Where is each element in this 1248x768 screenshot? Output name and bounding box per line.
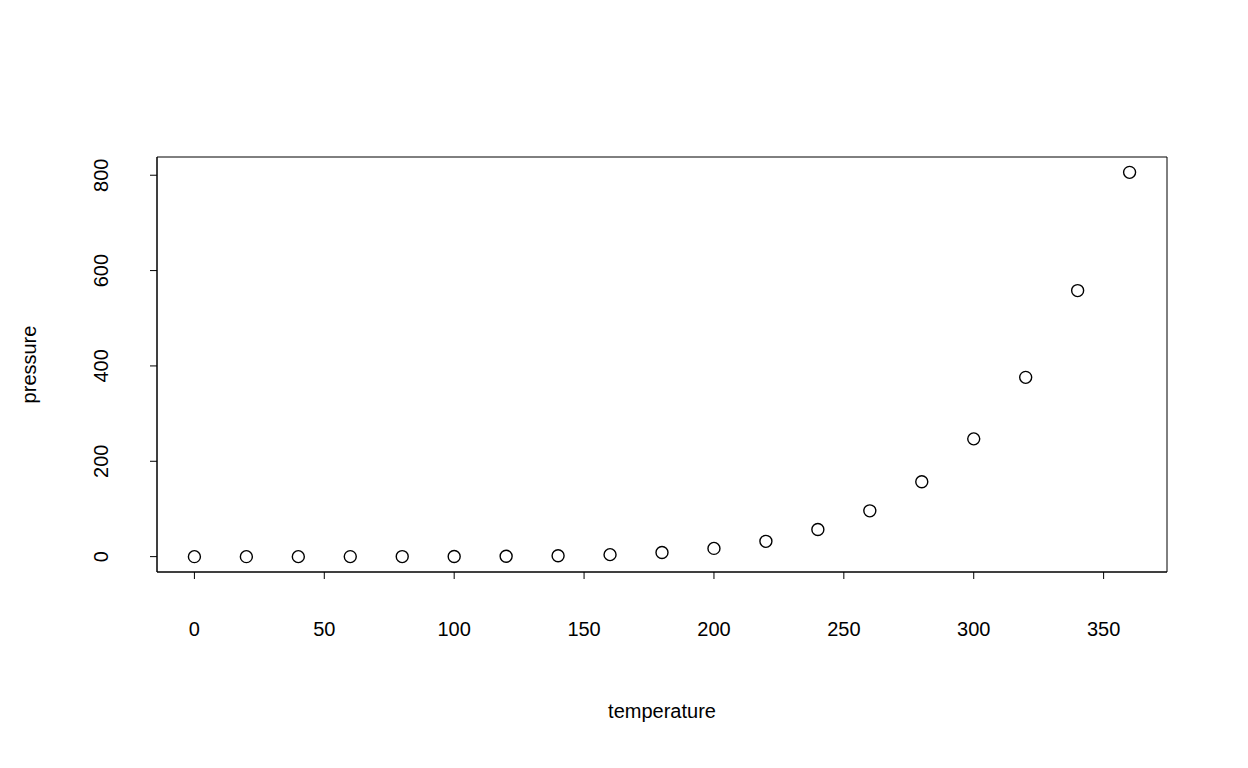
svg-text:200: 200	[90, 445, 112, 478]
svg-text:350: 350	[1087, 618, 1120, 640]
svg-text:0: 0	[90, 551, 112, 562]
svg-text:400: 400	[90, 349, 112, 382]
svg-text:50: 50	[313, 618, 335, 640]
svg-text:temperature: temperature	[608, 700, 716, 722]
svg-text:0: 0	[189, 618, 200, 640]
svg-text:300: 300	[957, 618, 990, 640]
svg-text:100: 100	[437, 618, 470, 640]
svg-text:pressure: pressure	[18, 326, 40, 404]
svg-text:150: 150	[567, 618, 600, 640]
svg-text:800: 800	[90, 159, 112, 192]
svg-text:250: 250	[827, 618, 860, 640]
svg-text:600: 600	[90, 254, 112, 287]
svg-text:200: 200	[697, 618, 730, 640]
